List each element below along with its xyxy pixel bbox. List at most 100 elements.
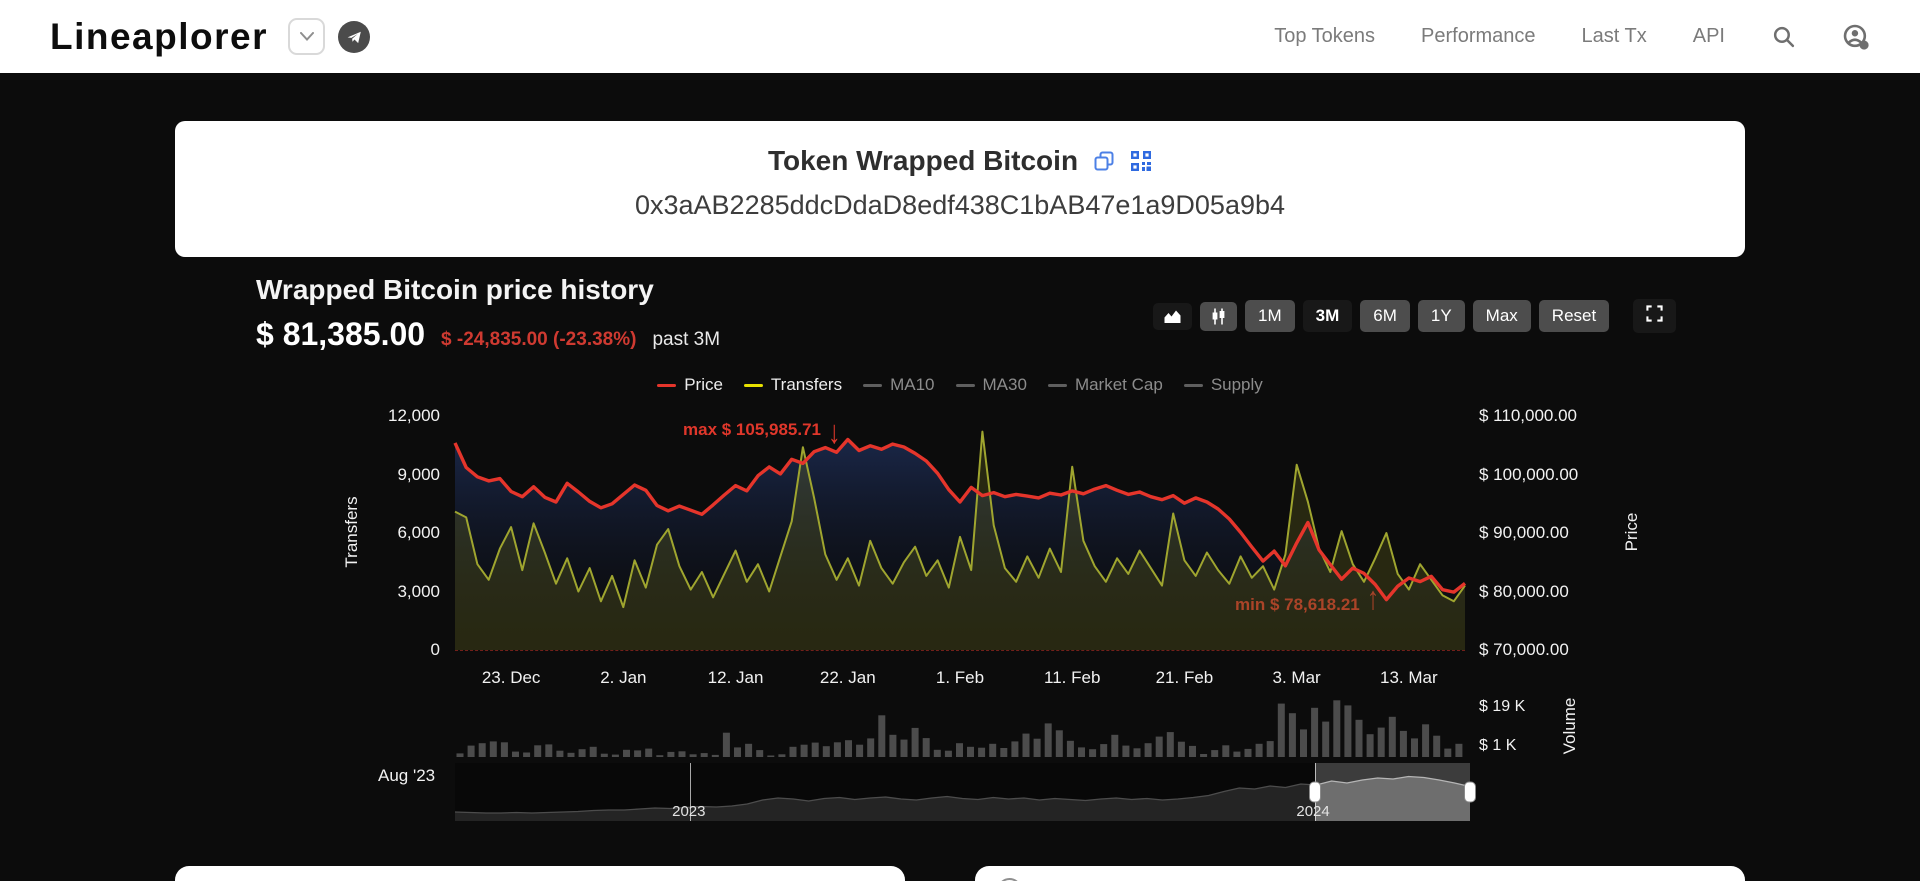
max-price-annotation: max $ 105,985.71 ↓ <box>683 414 841 451</box>
volume-bar <box>1233 751 1241 757</box>
nav-link-performance[interactable]: Performance <box>1421 25 1536 47</box>
chart-controls: 1M 3M 6M 1Y Max Reset <box>1153 299 1677 333</box>
volume-bar <box>833 742 841 757</box>
area-chart-type-button[interactable] <box>1153 302 1192 330</box>
x-axis-tick: 13. Mar <box>1380 668 1438 687</box>
volume-bar <box>811 742 819 757</box>
volume-bar <box>478 743 486 757</box>
token-header-card: Token Wrapped Bitcoin 0x3aAB2285ddcDdaD8… <box>175 121 1745 257</box>
volume-bar <box>856 744 864 757</box>
volume-bar <box>700 753 708 757</box>
price-line <box>453 437 1467 602</box>
volume-bar <box>745 743 753 757</box>
legend-dash-icon <box>955 383 975 387</box>
left-axis-tick: 9,000 <box>397 464 440 484</box>
volume-bar <box>623 749 630 757</box>
volume-bar <box>567 752 575 757</box>
legend-item-transfers[interactable]: Transfers <box>743 375 842 395</box>
volume-bar <box>611 754 619 757</box>
token-address[interactable]: 0x3aAB2285ddcDdaD8edf438C1bAB47e1a9D05a9… <box>634 190 1286 220</box>
volume-bar <box>1300 729 1307 757</box>
volume-bar <box>878 715 886 757</box>
price-row: $ 81,385.00 $ -24,835.00 (-23.38%) past … <box>256 316 720 353</box>
legend-item-price[interactable]: Price <box>657 375 723 395</box>
transfers-line <box>454 430 1466 609</box>
contract-information-card[interactable]: Contract Information <box>175 866 905 881</box>
chart-navigator[interactable]: 2023 2024 <box>455 763 1476 821</box>
nav-link-api[interactable]: API <box>1692 25 1725 47</box>
legend-item-supply[interactable]: Supply <box>1183 375 1263 395</box>
x-axis-tick: 11. Feb <box>1044 668 1101 687</box>
volume-bar <box>1222 745 1230 757</box>
volume-bar <box>1366 734 1374 757</box>
legend-dash-icon <box>1047 383 1067 387</box>
nav-link-top-tokens[interactable]: Top Tokens <box>1274 25 1376 47</box>
range-button-1m[interactable]: 1M <box>1245 300 1295 332</box>
volume-bar <box>589 746 597 757</box>
volume-bar <box>889 734 897 757</box>
volume-bar <box>1399 730 1407 757</box>
volume-bar <box>1200 754 1208 757</box>
legend-item-ma10[interactable]: MA10 <box>863 375 935 395</box>
telegram-icon <box>346 29 362 45</box>
top-navbar: Lineaplorer Top Tokens Performance Last Tx… <box>0 0 1920 73</box>
volume-bar <box>556 750 564 757</box>
price-change: $ -24,835.00 (-23.38%) <box>441 329 637 350</box>
qr-code-button[interactable] <box>1130 150 1152 172</box>
range-button-1y[interactable]: 1Y <box>1417 300 1465 332</box>
right-axis-tick: $ 80,000.00 <box>1479 581 1569 601</box>
candlestick-chart-type-button[interactable] <box>1200 301 1237 331</box>
navigator-selected-range[interactable] <box>1314 763 1470 821</box>
copy-address-button[interactable] <box>1093 150 1115 172</box>
navigator-left-handle[interactable] <box>1308 781 1321 803</box>
legend-dash-icon <box>657 383 677 387</box>
volume-bar <box>734 747 741 757</box>
chart-legend: Price Transfers MA10 MA30 Market Cap Supply <box>455 375 1465 395</box>
nav-link-last-tx[interactable]: Last Tx <box>1581 25 1647 47</box>
volume-bar <box>1155 736 1163 757</box>
volume-bar <box>1422 724 1430 757</box>
candlestick-icon <box>1212 308 1225 324</box>
volume-bar <box>1000 748 1008 757</box>
volume-chart <box>455 697 1465 757</box>
left-axis-tick: 0 <box>430 640 440 659</box>
token-information-title: Token Wrapped Bitcoin Information <box>1035 877 1490 881</box>
profile-button[interactable] <box>1842 23 1870 51</box>
volume-bar <box>789 746 797 757</box>
volume-bar <box>1044 723 1052 757</box>
volume-bar <box>1344 705 1352 757</box>
current-price: $ 81,385.00 <box>256 316 426 352</box>
volume-bar <box>1355 719 1363 757</box>
legend-label: MA30 <box>982 375 1027 394</box>
navigator-right-handle[interactable] <box>1464 781 1476 803</box>
telegram-button[interactable] <box>338 20 370 53</box>
volume-bar <box>645 748 653 757</box>
copy-icon <box>1094 151 1114 171</box>
area-chart-icon <box>1164 310 1181 323</box>
volume-bar <box>922 738 930 757</box>
volume-bar <box>656 755 664 757</box>
volume-bar <box>456 753 464 757</box>
volume-bar <box>500 742 508 757</box>
legend-item-ma30[interactable]: MA30 <box>955 375 1027 395</box>
legend-item-market-cap[interactable]: Market Cap <box>1047 375 1163 395</box>
x-axis-tick: 21. Feb <box>1155 668 1214 687</box>
volume-bar <box>911 727 919 757</box>
range-button-6m[interactable]: 6M <box>1360 300 1410 332</box>
fullscreen-button[interactable] <box>1633 299 1677 333</box>
navigator-year-label: 2023 <box>672 803 706 820</box>
legend-label: Supply <box>1210 375 1263 394</box>
volume-axis-tick: $ 1 K <box>1479 737 1517 754</box>
volume-bar <box>1411 738 1418 757</box>
range-button-3m[interactable]: 3M <box>1302 300 1353 332</box>
search-button[interactable] <box>1771 24 1796 49</box>
token-title: Token Wrapped Bitcoin <box>767 145 1079 176</box>
logo-dropdown-button[interactable] <box>288 18 325 55</box>
volume-bar <box>1211 750 1219 757</box>
range-button-max[interactable]: Max <box>1472 300 1531 332</box>
reset-button[interactable]: Reset <box>1538 300 1610 332</box>
price-chart-plot[interactable]: max $ 105,985.71 ↓ min $ 78,618.21 ↑ <box>453 414 1467 651</box>
price-axis-name: Price <box>1622 512 1641 552</box>
logo[interactable]: Lineaplorer <box>50 15 268 57</box>
volume-bar <box>523 752 531 757</box>
